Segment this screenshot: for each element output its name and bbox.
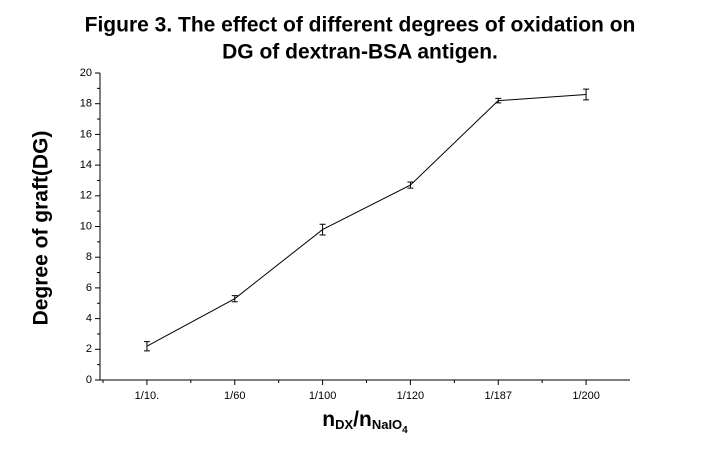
x-tick-label: 1/60	[224, 390, 245, 402]
y-tick-label: 20	[80, 67, 92, 79]
x-tick-label: 1/187	[484, 390, 512, 402]
x-tick-label: 1/120	[397, 390, 425, 402]
line	[146, 93, 587, 347]
y-tick-label: 12	[80, 190, 92, 202]
y-tick-label: 8	[86, 251, 92, 263]
error-bar	[495, 97, 502, 104]
y-tick-label: 0	[86, 374, 92, 386]
error-bar	[319, 223, 326, 236]
y-tick-label: 6	[86, 282, 92, 294]
x-label-part: DX	[335, 417, 353, 432]
y-axis-label: Degree of graft(DG)	[30, 131, 53, 326]
error-bar	[583, 88, 590, 101]
error-bar	[143, 341, 150, 352]
x-label-part: 4	[402, 425, 408, 436]
x-tick-label: 1/10.	[135, 390, 159, 402]
y-tick-label: 4	[86, 313, 92, 325]
x-label-part: n	[322, 408, 335, 431]
y-tick-label: 2	[86, 343, 92, 355]
x-label-part: NaIO	[372, 417, 402, 432]
x-label-part: /n	[353, 408, 372, 431]
error-bar	[407, 181, 414, 189]
chart-title: Figure 3. The effect of different degree…	[85, 14, 636, 37]
x-tick-label: 1/100	[309, 390, 337, 402]
chart-title: DG of dextran-BSA antigen.	[222, 41, 498, 64]
error-bar	[231, 295, 238, 303]
x-axis-label: nDX/nNaIO4	[322, 408, 408, 436]
x-tick-label: 1/200	[572, 390, 600, 402]
y-tick-label: 18	[80, 98, 92, 110]
y-tick-label: 14	[80, 159, 92, 171]
y-tick-label: 16	[80, 128, 92, 140]
y-tick-label: 10	[80, 220, 92, 232]
